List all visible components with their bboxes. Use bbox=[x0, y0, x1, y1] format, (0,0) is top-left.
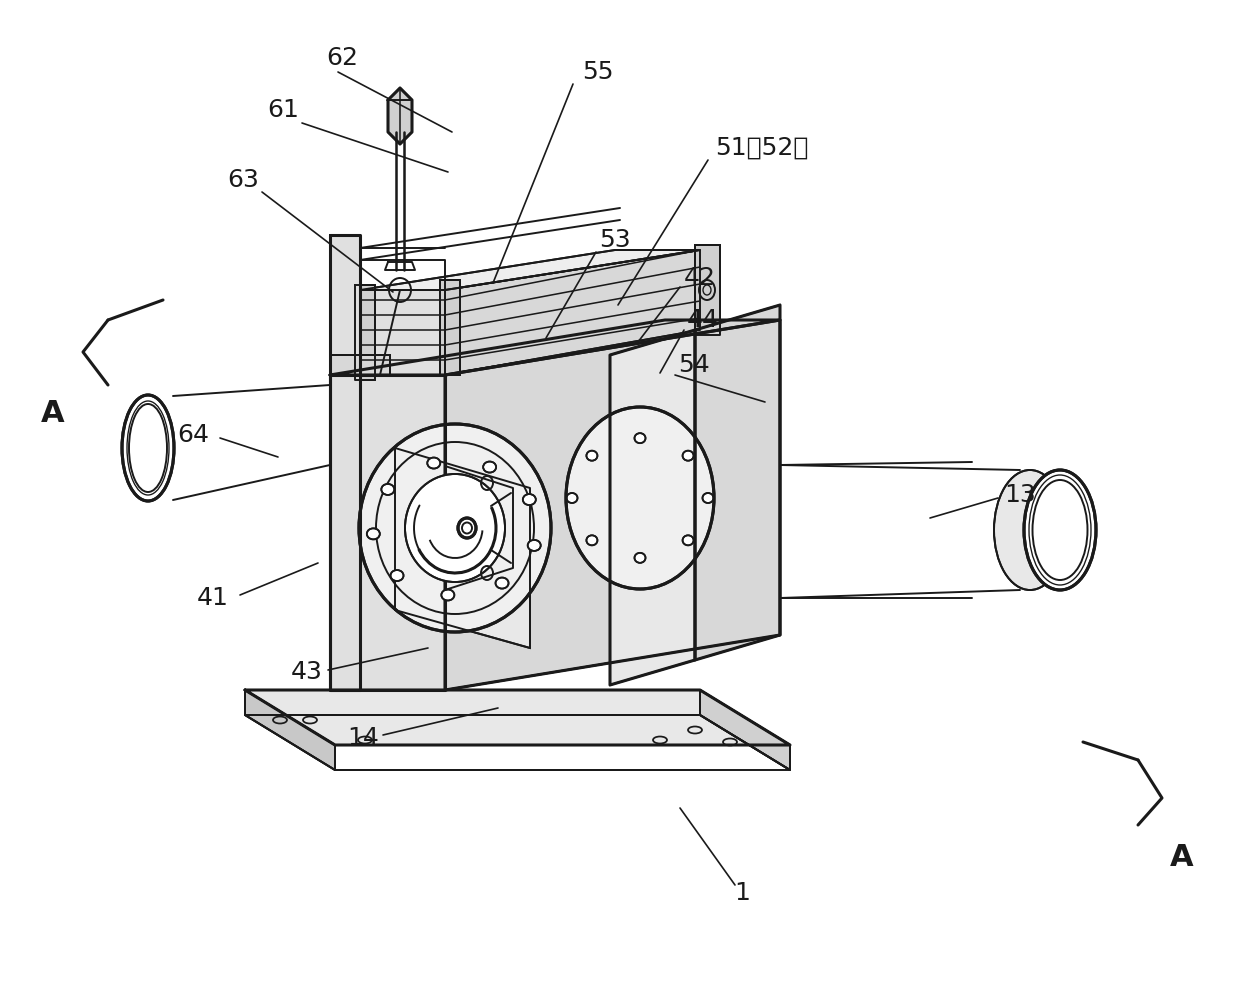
Polygon shape bbox=[246, 690, 790, 745]
Polygon shape bbox=[610, 330, 694, 685]
Text: 64: 64 bbox=[177, 423, 210, 447]
Polygon shape bbox=[701, 690, 790, 770]
Ellipse shape bbox=[565, 407, 714, 589]
Text: 41: 41 bbox=[197, 586, 229, 610]
Polygon shape bbox=[396, 448, 529, 648]
Polygon shape bbox=[330, 375, 445, 690]
Ellipse shape bbox=[682, 450, 693, 460]
Ellipse shape bbox=[528, 540, 541, 550]
Text: 13: 13 bbox=[1004, 483, 1035, 507]
Polygon shape bbox=[330, 320, 780, 375]
Ellipse shape bbox=[122, 395, 174, 501]
Text: 55: 55 bbox=[583, 60, 614, 84]
Ellipse shape bbox=[441, 589, 454, 601]
Polygon shape bbox=[694, 245, 720, 335]
Polygon shape bbox=[360, 250, 701, 290]
Polygon shape bbox=[388, 88, 412, 144]
Polygon shape bbox=[330, 355, 391, 375]
Ellipse shape bbox=[587, 450, 598, 460]
Text: 61: 61 bbox=[267, 98, 299, 122]
Ellipse shape bbox=[682, 536, 693, 545]
Ellipse shape bbox=[458, 518, 476, 538]
Text: A: A bbox=[1171, 843, 1194, 872]
Polygon shape bbox=[355, 285, 374, 380]
Text: 51（52）: 51（52） bbox=[715, 136, 808, 160]
Text: 54: 54 bbox=[678, 353, 709, 377]
Polygon shape bbox=[440, 280, 460, 375]
Polygon shape bbox=[445, 320, 780, 690]
Ellipse shape bbox=[1024, 470, 1096, 590]
Ellipse shape bbox=[587, 536, 598, 545]
Text: 63: 63 bbox=[227, 168, 259, 192]
Ellipse shape bbox=[360, 424, 551, 632]
Ellipse shape bbox=[994, 470, 1066, 590]
Text: 43: 43 bbox=[291, 660, 322, 684]
Text: 1: 1 bbox=[734, 881, 750, 905]
Ellipse shape bbox=[391, 570, 403, 581]
Polygon shape bbox=[694, 305, 780, 660]
Ellipse shape bbox=[428, 457, 440, 468]
Ellipse shape bbox=[635, 552, 646, 563]
Polygon shape bbox=[330, 235, 360, 690]
Polygon shape bbox=[360, 290, 445, 375]
Text: 14: 14 bbox=[347, 726, 379, 750]
Ellipse shape bbox=[567, 493, 578, 503]
Ellipse shape bbox=[635, 434, 646, 444]
Ellipse shape bbox=[703, 493, 713, 503]
Text: 62: 62 bbox=[326, 46, 358, 70]
Text: 53: 53 bbox=[599, 228, 631, 252]
Text: 44: 44 bbox=[687, 308, 719, 332]
Ellipse shape bbox=[367, 529, 379, 540]
Polygon shape bbox=[246, 690, 335, 770]
Text: 42: 42 bbox=[684, 266, 715, 290]
Ellipse shape bbox=[405, 474, 505, 582]
Ellipse shape bbox=[496, 577, 508, 589]
Ellipse shape bbox=[382, 484, 394, 495]
Polygon shape bbox=[445, 250, 701, 375]
Ellipse shape bbox=[484, 461, 496, 472]
Text: A: A bbox=[41, 399, 64, 428]
Ellipse shape bbox=[523, 494, 536, 505]
